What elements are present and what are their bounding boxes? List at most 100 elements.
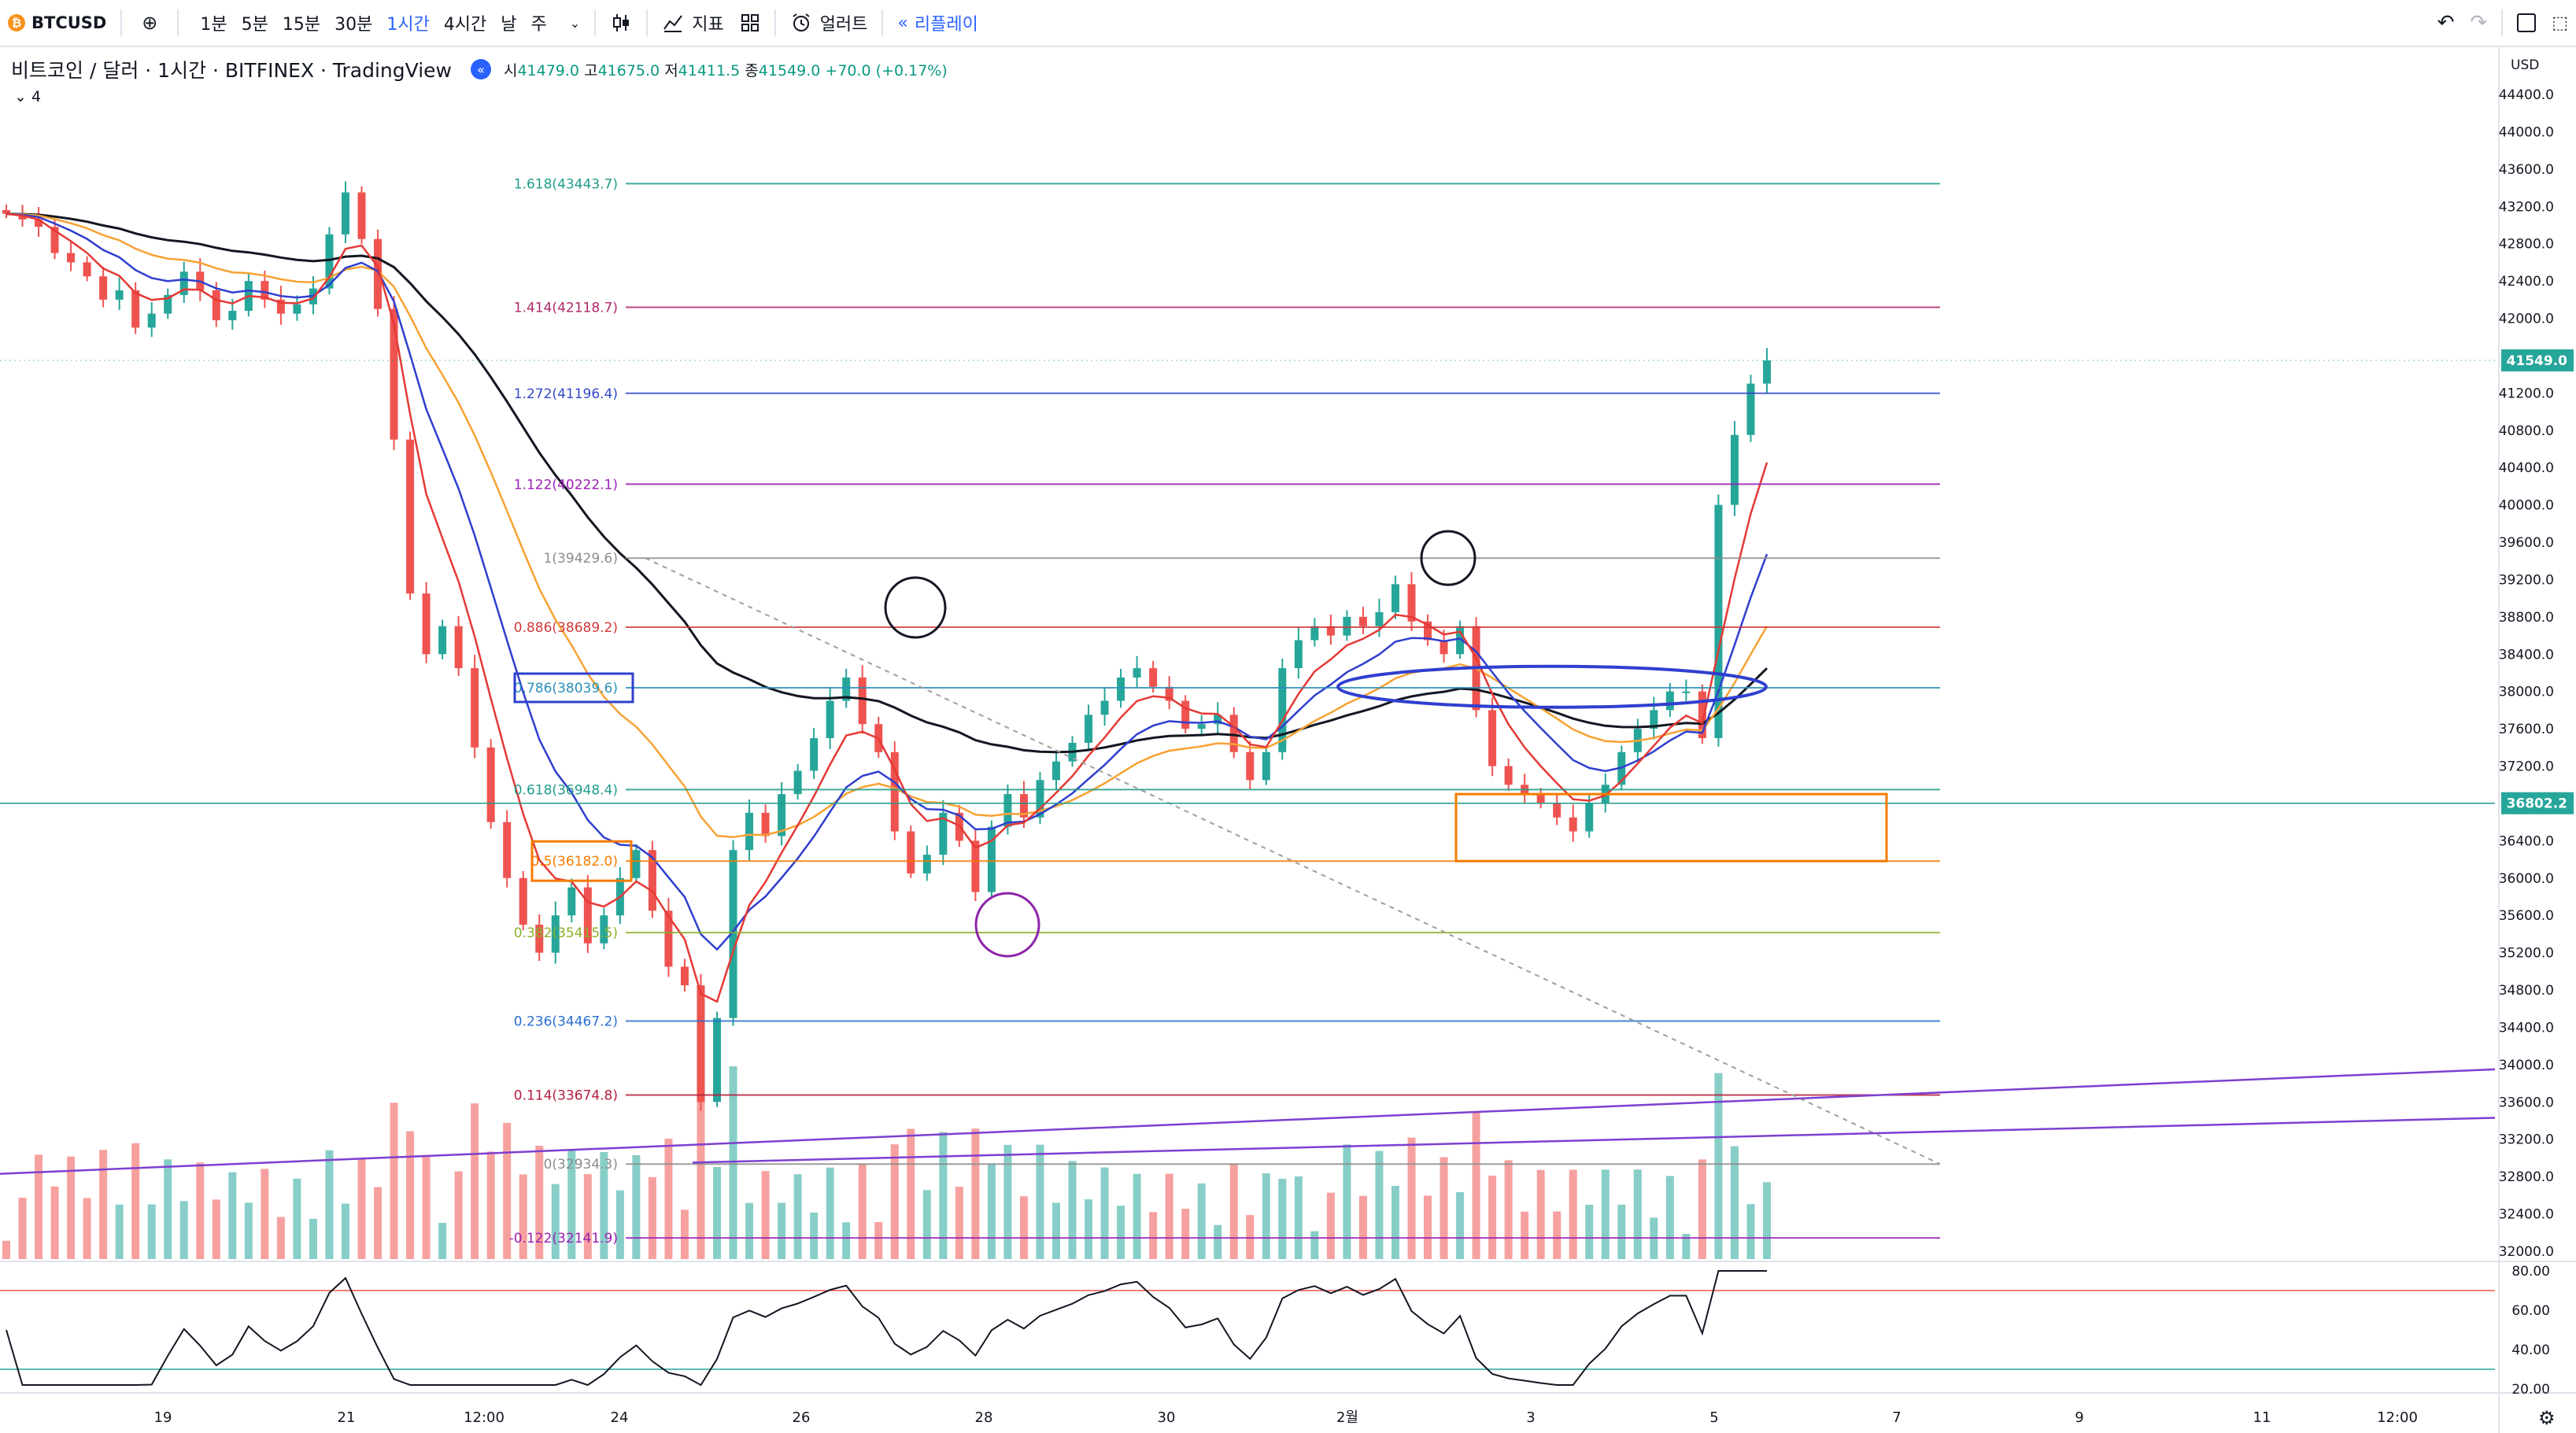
candle-body [471, 668, 479, 748]
candle-body [1358, 616, 1367, 626]
interval-0[interactable]: 1분 [200, 15, 227, 35]
volume-bar [761, 1171, 770, 1259]
annotation-circle-top-2 [1420, 530, 1476, 586]
volume-bar [519, 1174, 527, 1259]
undo-button[interactable]: ↶ [2430, 0, 2463, 46]
candle-body [1424, 621, 1432, 641]
replay-button[interactable]: « 리플레이 [889, 0, 985, 46]
volume-bar [1391, 1186, 1399, 1259]
interval-dropdown[interactable]: ⌄ [562, 0, 588, 46]
candle-body [1698, 691, 1706, 738]
candle-body [1536, 794, 1545, 803]
volume-bar [1003, 1144, 1012, 1259]
candle-body [1003, 794, 1012, 827]
price-axis-label: 38400.0 [2499, 647, 2554, 663]
candle-body [2, 210, 10, 214]
redo-button[interactable]: ↷ [2462, 0, 2495, 46]
plus-circle-icon: ⊕ [142, 12, 158, 34]
ma-black-line [6, 212, 1768, 754]
volume-bar [842, 1222, 851, 1259]
candle-body [519, 877, 527, 925]
price-axis-label: 42400.0 [2499, 274, 2554, 290]
time-axis-label: 7 [1892, 1409, 1901, 1426]
fib-level-label: 0.5(36182.0) [530, 854, 618, 870]
candles [2, 181, 1771, 1111]
candle-body [810, 737, 819, 771]
candle-body [1117, 677, 1125, 701]
open-label: 시 [503, 61, 518, 79]
divider [120, 9, 123, 36]
volume-bar [115, 1204, 124, 1259]
interval-1[interactable]: 5분 [241, 15, 268, 35]
rsi-axis-label: 60.00 [2511, 1303, 2550, 1319]
indicators-button[interactable]: 지표 [654, 0, 731, 46]
candle-body [341, 192, 349, 235]
volume-bar [1149, 1212, 1158, 1259]
compare-button[interactable]: ⊕ [128, 0, 171, 46]
candle-body [67, 253, 76, 263]
screenshot-button[interactable]: ⬚ [2544, 0, 2576, 46]
symbol-label: BTCUSD [31, 13, 107, 32]
volume-bar [261, 1169, 269, 1259]
fib-level-label: 1.414(42118.7) [514, 300, 618, 316]
interval-4[interactable]: 1시간 [386, 15, 430, 35]
fib-level-label: 1(39429.6) [544, 551, 618, 567]
volume-bar [1051, 1202, 1060, 1259]
open-value: 41479.0 [517, 61, 580, 79]
candle-body [729, 850, 737, 1018]
alarm-clock-icon [793, 13, 810, 31]
price-axis-label: 43600.0 [2499, 162, 2554, 178]
interval-2[interactable]: 15분 [282, 15, 321, 35]
ma-red-line [6, 212, 1768, 1003]
candle-body [1214, 715, 1222, 725]
volume-bar [1117, 1206, 1125, 1259]
layout-button[interactable] [732, 0, 768, 46]
interval-3[interactable]: 30분 [334, 15, 373, 35]
candle-body [276, 299, 285, 314]
price-badge [2501, 349, 2574, 371]
candle-body [1375, 611, 1384, 626]
interval-5[interactable]: 4시간 [443, 15, 487, 35]
chart-type-button[interactable] [602, 0, 640, 46]
candlestick-icon [613, 14, 630, 31]
alert-button[interactable]: 얼러트 [782, 0, 876, 46]
volume-bar [228, 1172, 237, 1259]
candle-body [422, 593, 431, 655]
candle-body [842, 677, 851, 701]
volume-bars [2, 1066, 1771, 1259]
interval-6[interactable]: 날 [501, 15, 517, 35]
chevron-down-icon: ⌄ [569, 15, 581, 31]
symbol-selector[interactable]: ₿ BTCUSD [0, 0, 114, 46]
price-badge [2501, 792, 2574, 814]
volume-bar [729, 1066, 737, 1259]
volume-bar [486, 1151, 495, 1259]
candle-body [680, 966, 689, 986]
candle-body [35, 219, 43, 227]
volume-bar [1294, 1176, 1303, 1259]
candle-body [1714, 504, 1723, 738]
volume-bar [955, 1187, 963, 1259]
volume-bar [551, 1184, 560, 1259]
settings-gear-icon: ⚙ [2538, 1407, 2556, 1429]
visibility-eye-icon[interactable]: « [470, 59, 491, 79]
interval-7[interactable]: 주 [530, 15, 547, 35]
price-axis-label: 39600.0 [2499, 535, 2554, 551]
candle-body [1051, 761, 1060, 781]
volume-bar [471, 1103, 479, 1259]
candle-body [971, 840, 980, 892]
candle-body [1326, 626, 1335, 636]
candle-body [1310, 626, 1319, 641]
price-chart[interactable]: 1.618(43443.7) 1.414(42118.7) 1.272(41196.… [0, 47, 2576, 1433]
candle-body [1488, 710, 1497, 766]
volume-bar [164, 1159, 172, 1259]
fullscreen-button[interactable] [2509, 0, 2544, 46]
volume-bar [810, 1212, 819, 1259]
candle-body [212, 290, 220, 320]
candle-body [1343, 616, 1351, 636]
indicator-count-toggle[interactable]: ⌄ 4 [14, 88, 41, 105]
candle-body [697, 985, 705, 1102]
candle-body [1294, 640, 1303, 669]
candle-body [551, 915, 560, 953]
volume-bar [1165, 1173, 1173, 1259]
price-axis-label: 40800.0 [2499, 423, 2554, 439]
